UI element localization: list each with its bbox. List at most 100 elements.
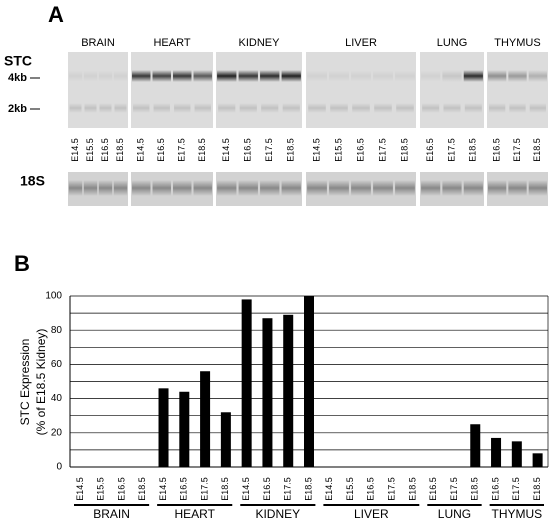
tissue-label: LIVER: [345, 37, 377, 49]
y-tick-label: 80: [51, 325, 63, 336]
bar: [262, 318, 273, 467]
lane-label: E18.5: [197, 138, 207, 162]
band-18s: [152, 180, 171, 196]
band-4kb: [260, 70, 280, 82]
x-tick-label: E14.5: [75, 477, 85, 501]
bar: [241, 299, 252, 467]
bar: [532, 453, 543, 467]
band-2kb: [422, 103, 440, 113]
lane-label: E17.5: [446, 138, 456, 162]
band-4kb: [173, 70, 192, 82]
band-4kb: [281, 70, 301, 82]
tissue-label: HEART: [153, 37, 190, 49]
size-marker: 4kb: [8, 72, 27, 84]
band-4kb: [421, 70, 441, 82]
blot-stc: [420, 52, 484, 128]
lane-label: E14.5: [70, 138, 80, 162]
lane-label: E14.5: [136, 138, 146, 162]
bar: [179, 391, 190, 467]
probe-label: 18S: [20, 173, 45, 189]
x-tick-label: E16.5: [490, 477, 500, 501]
lane-label: E17.5: [177, 138, 187, 162]
x-tick-label: E17.5: [199, 477, 209, 501]
band-4kb: [152, 70, 171, 82]
lane-label: E18.5: [532, 138, 542, 162]
lane-label: E14.5: [311, 138, 321, 162]
band-18s: [83, 180, 98, 196]
lane-label: E18.5: [286, 138, 296, 162]
band-2kb: [330, 103, 348, 113]
band-18s: [173, 180, 192, 196]
lane-label: E17.5: [377, 138, 387, 162]
group-label: THYMUS: [491, 507, 542, 521]
band-2kb: [509, 103, 526, 113]
band-2kb: [374, 103, 392, 113]
band-4kb: [508, 70, 527, 82]
bar: [491, 437, 502, 467]
bar: [158, 388, 169, 467]
band-18s: [217, 180, 237, 196]
band-2kb: [133, 103, 150, 113]
lane-label: E16.5: [492, 138, 502, 162]
lane-label: E18.5: [468, 138, 478, 162]
y-tick-label: 100: [45, 291, 62, 302]
panel-label: A: [48, 2, 64, 27]
band-4kb: [528, 70, 547, 82]
band-18s: [132, 180, 151, 196]
x-tick-label: E18.5: [303, 477, 313, 501]
band-18s: [488, 180, 507, 196]
band-4kb: [217, 70, 237, 82]
band-2kb: [69, 103, 82, 113]
band-2kb: [308, 103, 326, 113]
y-tick-label: 60: [51, 359, 63, 370]
lane-label: E14.5: [221, 138, 231, 162]
tissue-label: THYMUS: [494, 37, 540, 49]
lane-label: E17.5: [512, 138, 522, 162]
lane-label: E16.5: [243, 138, 253, 162]
band-2kb: [114, 103, 127, 113]
x-tick-label: E14.5: [324, 477, 334, 501]
band-18s: [238, 180, 258, 196]
band-4kb: [193, 70, 212, 82]
band-18s: [281, 180, 301, 196]
x-tick-label: E16.5: [428, 477, 438, 501]
y-axis-label: STC Expression: [18, 339, 32, 426]
x-tick-label: E18.5: [407, 477, 417, 501]
tissue-label: KIDNEY: [239, 37, 281, 49]
band-18s: [351, 180, 371, 196]
lane-label: E15.5: [85, 138, 95, 162]
band-4kb: [98, 70, 113, 82]
band-18s: [113, 180, 128, 196]
band-2kb: [352, 103, 370, 113]
x-tick-label: E17.5: [511, 477, 521, 501]
x-tick-label: E17.5: [449, 477, 459, 501]
group-label: KIDNEY: [255, 507, 300, 521]
band-2kb: [489, 103, 506, 113]
band-2kb: [239, 103, 257, 113]
band-4kb: [83, 70, 98, 82]
band-2kb: [443, 103, 461, 113]
band-18s: [421, 180, 441, 196]
band-18s: [442, 180, 462, 196]
band-2kb: [174, 103, 191, 113]
group-label: LUNG: [438, 507, 471, 521]
x-tick-label: E16.5: [366, 477, 376, 501]
y-tick-label: 0: [56, 462, 62, 473]
tissue-label: LUNG: [437, 37, 468, 49]
x-tick-label: E17.5: [283, 477, 293, 501]
band-18s: [508, 180, 527, 196]
lane-label: E16.5: [355, 138, 365, 162]
band-2kb: [261, 103, 279, 113]
group-label: HEART: [174, 507, 215, 521]
band-2kb: [99, 103, 112, 113]
band-18s: [395, 180, 415, 196]
band-4kb: [68, 70, 83, 82]
band-18s: [463, 180, 483, 196]
bar: [511, 441, 522, 467]
band-18s: [528, 180, 547, 196]
x-tick-label: E16.5: [179, 477, 189, 501]
x-tick-label: E17.5: [387, 477, 397, 501]
band-18s: [98, 180, 113, 196]
band-4kb: [113, 70, 128, 82]
